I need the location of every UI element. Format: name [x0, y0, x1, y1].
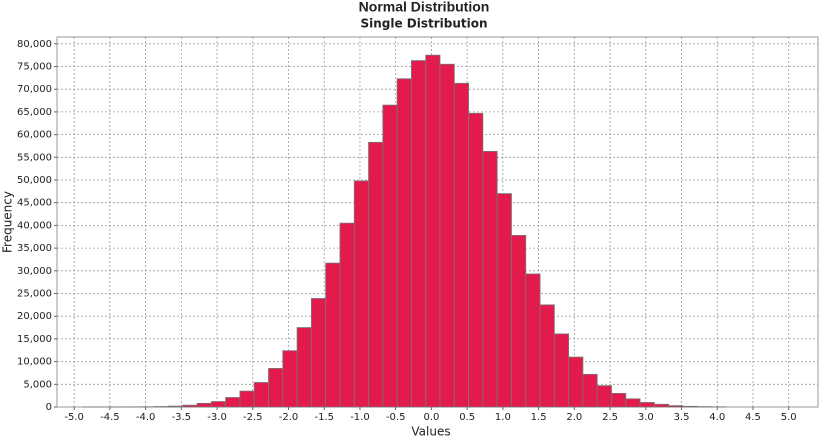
x-tick-label: -2.5 — [243, 412, 263, 423]
y-axis-label: Frequency — [1, 191, 15, 253]
bar — [210, 401, 227, 408]
y-tick-label: 75,000 — [17, 62, 52, 73]
x-tick-label: 2.0 — [566, 412, 582, 423]
x-tick-label: -4.5 — [100, 412, 120, 423]
bar — [396, 78, 412, 408]
y-tick-label: 55,000 — [17, 152, 52, 163]
bar — [239, 390, 255, 408]
bar — [482, 151, 498, 408]
bar — [496, 193, 512, 408]
bar — [282, 350, 298, 408]
y-tick-label: 25,000 — [17, 289, 52, 300]
bar — [253, 382, 269, 408]
bar — [439, 63, 455, 408]
x-tick-label: 3.5 — [674, 412, 690, 423]
y-tick-label: 0 — [46, 402, 52, 413]
bar — [382, 104, 398, 408]
y-tick-label: 70,000 — [17, 84, 52, 95]
chart-title: Normal Distribution — [359, 0, 490, 15]
x-tick-label: -3.0 — [207, 412, 227, 423]
bar — [511, 234, 527, 408]
y-tick-label: 40,000 — [17, 220, 52, 231]
bar — [468, 112, 484, 408]
bar — [568, 356, 584, 408]
bar — [539, 304, 555, 408]
bar — [168, 405, 184, 408]
x-tick-label: -3.5 — [172, 412, 192, 423]
x-tick-label: 2.5 — [602, 412, 618, 423]
bar — [639, 402, 655, 408]
bar — [339, 222, 355, 408]
x-tick-label: 1.0 — [495, 412, 511, 423]
bar — [625, 398, 641, 408]
y-tick-label: 5,000 — [23, 379, 52, 390]
x-axis-label: Values — [411, 425, 450, 438]
x-tick-label: 0.0 — [423, 412, 439, 423]
x-tick-label: 4.0 — [709, 412, 725, 423]
y-tick-label: 45,000 — [17, 198, 52, 209]
y-tick-label: 15,000 — [17, 334, 52, 345]
x-tick-label: 1.5 — [531, 412, 547, 423]
bar — [310, 298, 327, 408]
bar — [668, 405, 684, 408]
y-tick-label: 10,000 — [17, 357, 52, 368]
bar — [582, 373, 598, 408]
bar — [296, 327, 312, 408]
bar — [611, 392, 627, 408]
y-tick-label: 30,000 — [17, 266, 52, 277]
bar — [553, 333, 570, 408]
bar — [453, 82, 469, 408]
x-tick-label: -4.0 — [136, 412, 156, 423]
x-tick-label: -1.0 — [350, 412, 370, 423]
chart-subtitle: Single Distribution — [360, 17, 487, 31]
bar — [196, 402, 212, 408]
y-tick-label: 80,000 — [17, 39, 52, 50]
x-tick-label: -0.5 — [386, 412, 406, 423]
y-tick-label: 50,000 — [17, 175, 52, 186]
x-tick-label: 0.5 — [459, 412, 475, 423]
x-tick-label: 4.5 — [745, 412, 761, 423]
bar — [182, 404, 198, 408]
bar — [596, 385, 612, 408]
bar — [325, 262, 341, 408]
bar — [368, 141, 384, 408]
x-tick-label: 3.0 — [638, 412, 654, 423]
x-tick-label: 5.0 — [781, 412, 797, 423]
bar — [225, 397, 241, 408]
x-tick-label: -1.5 — [314, 412, 334, 423]
bar — [682, 405, 698, 408]
bar — [353, 180, 369, 408]
y-tick-label: 35,000 — [17, 243, 52, 254]
y-tick-label: 60,000 — [17, 130, 52, 141]
x-tick-label: -2.0 — [279, 412, 299, 423]
x-tick-label: -5.0 — [64, 412, 84, 423]
y-tick-label: 65,000 — [17, 107, 52, 118]
y-tick-label: 20,000 — [17, 311, 52, 322]
bar — [411, 60, 427, 408]
bar — [268, 368, 284, 408]
bar — [653, 403, 670, 408]
bar — [525, 273, 541, 408]
bar — [425, 54, 441, 408]
